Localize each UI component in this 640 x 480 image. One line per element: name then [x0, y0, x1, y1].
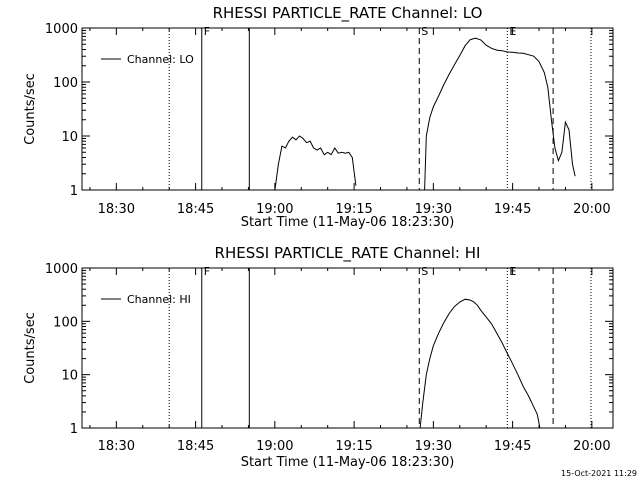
- y-tick-label: 1000: [45, 22, 78, 37]
- x-axis-label: Start Time (11-May-06 18:23:30): [241, 455, 455, 470]
- x-tick-label: 18:30: [98, 202, 135, 217]
- x-tick-label: 19:30: [415, 439, 452, 454]
- x-tick-label: 19:00: [256, 439, 293, 454]
- x-tick-label: 19:00: [256, 202, 293, 217]
- y-tick-label: 10: [61, 369, 78, 384]
- x-tick-label: 19:15: [335, 202, 372, 217]
- x-tick-label: 19:30: [415, 202, 452, 217]
- x-tick-label: 19:15: [335, 439, 372, 454]
- axes-frame: [81, 267, 614, 429]
- y-tick-label: 10: [61, 130, 78, 145]
- x-tick-label: 19:45: [494, 439, 531, 454]
- y-tick-label: 100: [53, 76, 78, 91]
- time-marker-label: S: [421, 265, 428, 278]
- legend-entry: Channel: HI: [127, 293, 191, 306]
- time-marker-label: S: [421, 25, 428, 38]
- x-tick-label: 18:45: [177, 202, 214, 217]
- x-tick-label: 18:45: [177, 439, 214, 454]
- series-line: [424, 37, 576, 191]
- time-marker-label: F: [204, 25, 210, 38]
- x-axis-label: Start Time (11-May-06 18:23:30): [241, 215, 455, 230]
- y-tick-label: 100: [53, 315, 78, 330]
- time-marker-label: E: [509, 265, 516, 278]
- chart-panel-1: RHESSI PARTICLE_RATE Channel: HI 18:30 18:…: [23, 244, 614, 470]
- y-tick-label: 1: [70, 422, 78, 437]
- x-tick-label: 19:45: [494, 202, 531, 217]
- chart-panel-0: RHESSI PARTICLE_RATE Channel: LO 18:30 18:…: [23, 4, 614, 230]
- legend-entry: Channel: LO: [127, 53, 194, 66]
- series-line: [274, 135, 357, 191]
- time-marker-label: E: [509, 25, 516, 38]
- x-tick-label: 20:00: [573, 439, 610, 454]
- x-tick-label: 18:30: [98, 439, 135, 454]
- y-axis-label: Counts/sec: [23, 73, 38, 145]
- y-tick-label: 1000: [45, 262, 78, 277]
- y-axis-label: Counts/sec: [23, 312, 38, 384]
- series-line: [419, 298, 541, 429]
- axes-frame: [81, 27, 614, 191]
- chart-title: RHESSI PARTICLE_RATE Channel: HI: [215, 244, 481, 263]
- x-tick-label: 20:00: [573, 202, 610, 217]
- y-tick-label: 1: [70, 184, 78, 199]
- time-marker-label: F: [204, 265, 210, 278]
- chart-title: RHESSI PARTICLE_RATE Channel: LO: [213, 4, 483, 23]
